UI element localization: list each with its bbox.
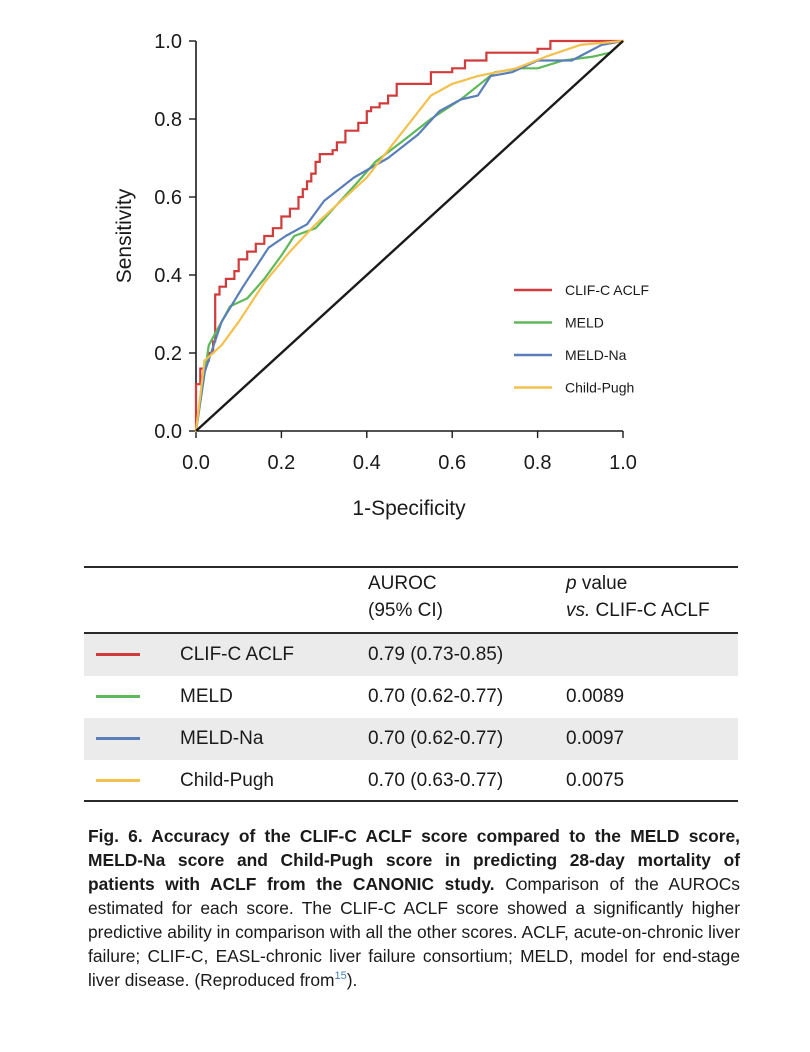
x-tick-label: 0.4 [353, 452, 381, 474]
row-color-swatch [96, 779, 140, 782]
auroc-header-line2: (95% CI) [368, 600, 443, 621]
table-row: MELD 0.70 (0.62-0.77) 0.0089 [84, 676, 738, 718]
table-top-rule [84, 566, 738, 568]
row-score-name: Child-Pugh [180, 770, 274, 791]
caption-reference[interactable]: 15 [334, 970, 347, 983]
row-score-name: MELD-Na [180, 728, 264, 749]
row-p-value: 0.0075 [566, 770, 625, 791]
figure-caption: Fig. 6. Accuracy of the CLIF-C ACLF scor… [88, 824, 740, 992]
caption-title: Fig. 6. Accuracy of the CLIF-C ACLF scor… [88, 826, 740, 894]
row-score-name: MELD [180, 686, 233, 707]
row-color-swatch [96, 695, 140, 698]
row-auroc-value: 0.70 (0.62-0.77) [368, 728, 504, 749]
y-tick-label: 0.0 [154, 421, 182, 443]
p-symbol: p [566, 573, 577, 594]
roc-chart: 0.0 0.2 0.4 0.6 0.8 1.0 0.0 0.2 0.4 0.6 0.8 1.0 CLI… [113, 31, 649, 520]
row-p-value: 0.0097 [566, 728, 625, 749]
x-tick-label: 1.0 [609, 452, 637, 474]
vs-word: vs. [566, 600, 591, 621]
legend-label-meld: MELD [565, 315, 604, 331]
legend-label-clif-c-aclf: CLIF-C ACLF [565, 282, 649, 298]
x-tick-label: 0.8 [524, 452, 552, 474]
row-auroc-value: 0.70 (0.63-0.77) [368, 770, 504, 791]
row-color-swatch [96, 653, 140, 656]
x-tick-label: 0.2 [267, 452, 295, 474]
caption-end: ). [346, 970, 358, 990]
roc-curve-child-pugh [194, 39, 625, 433]
p-value-header-line2: vs. CLIF-C ACLF [566, 597, 710, 624]
x-tick-label: 0.6 [438, 452, 466, 474]
caption-body: Comparison of the AUROCs estimated for e… [88, 874, 740, 990]
y-axis-title: Sensitivity [113, 188, 136, 283]
auroc-header-line1: AUROC [368, 573, 437, 594]
table-row: CLIF-C ACLF 0.79 (0.73-0.85) [84, 634, 738, 676]
legend-label-child-pugh: Child-Pugh [565, 380, 634, 396]
legend-label-meld-na: MELD-Na [565, 347, 627, 363]
chart-axes: 0.0 0.2 0.4 0.6 0.8 1.0 0.0 0.2 0.4 0.6 0.8 1.0 [154, 31, 637, 474]
table-bottom-rule [84, 800, 738, 802]
chance-diagonal-line [195, 40, 624, 432]
p-value-word: value [576, 573, 628, 594]
row-auroc-value: 0.70 (0.62-0.77) [368, 686, 504, 707]
y-tick-label: 1.0 [154, 31, 182, 53]
y-tick-label: 0.6 [154, 187, 182, 209]
row-auroc-value: 0.79 (0.73-0.85) [368, 644, 504, 665]
chart-legend: CLIF-C ACLF MELD MELD-Na Child-Pugh [514, 282, 649, 396]
row-color-swatch [96, 737, 140, 740]
vs-reference-name: CLIF-C ACLF [590, 600, 710, 621]
table-row: MELD-Na 0.70 (0.62-0.77) 0.0097 [84, 718, 738, 760]
roc-curve-meld [194, 39, 625, 433]
roc-curves [194, 39, 625, 433]
y-tick-label: 0.4 [154, 265, 182, 287]
row-p-value: 0.0089 [566, 686, 625, 707]
auroc-header: AUROC (95% CI) [368, 570, 443, 624]
y-tick-label: 0.2 [154, 343, 182, 365]
y-tick-label: 0.8 [154, 109, 182, 131]
p-value-header-line1: p value [566, 570, 710, 597]
roc-curve-clif-c-aclf [194, 39, 625, 433]
table-header-rule [84, 632, 738, 634]
row-score-name: CLIF-C ACLF [180, 644, 295, 665]
table-row: Child-Pugh 0.70 (0.63-0.77) 0.0075 [84, 760, 738, 802]
x-tick-label: 0.0 [182, 452, 210, 474]
x-axis-title: 1-Specificity [352, 497, 466, 520]
p-value-header: p value vs. CLIF-C ACLF [566, 570, 710, 624]
